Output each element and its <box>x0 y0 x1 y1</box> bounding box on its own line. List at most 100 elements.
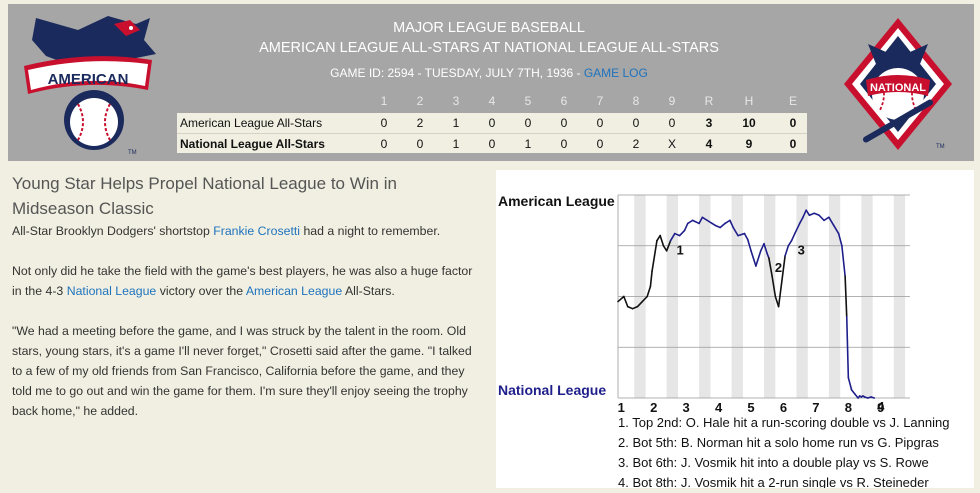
inning-score: 1 <box>452 116 460 130</box>
inning-tick-labels: 1 2 3 4 5 6 7 8 9 <box>618 400 885 415</box>
linescore-header: 1 2 3 4 5 6 7 8 9 R H E <box>177 91 807 111</box>
player-link[interactable]: Frankie Crosetti <box>213 224 301 238</box>
inning-header: 7 <box>596 94 604 108</box>
logo-nl-text: NATIONAL <box>870 82 926 94</box>
probability-segment <box>854 393 859 399</box>
matchup-title: AMERICAN LEAGUE ALL-STARS AT NATIONAL LE… <box>259 40 719 56</box>
probability-segment <box>850 389 856 395</box>
runs-total: 3 <box>705 116 713 130</box>
probability-segment <box>701 216 709 222</box>
inning-score: 0 <box>524 116 532 130</box>
hits-header: H <box>744 94 754 108</box>
probability-segment <box>781 255 786 283</box>
game-info: GAME ID: 2594 - TUESDAY, JULY 7TH, 1936 … <box>208 66 770 80</box>
top-team-label: American League <box>498 193 615 209</box>
logo-al-text: AMERICAN <box>48 71 129 88</box>
probability-segment <box>847 376 853 391</box>
inning-score: 0 <box>596 116 604 130</box>
probability-segment <box>737 232 746 237</box>
inning-header: 5 <box>524 94 532 108</box>
probability-segment <box>794 222 801 235</box>
play-marker-label: 3 <box>798 243 805 258</box>
home-team-name[interactable]: National League All-Stars <box>180 137 325 151</box>
key-play: 1. Top 2nd: O. Hale hit a run-scoring do… <box>618 415 950 430</box>
game-log-link[interactable]: GAME LOG <box>583 66 648 80</box>
probability-segment <box>784 244 790 257</box>
probability-segment <box>626 305 634 310</box>
errors-total: 0 <box>789 137 797 151</box>
probability-segment <box>771 275 777 298</box>
probability-segment <box>719 222 726 229</box>
win-probability-svg: American League National League 1 2 3 4 1 2 3… <box>498 193 910 415</box>
away-team-name[interactable]: American League All-Stars <box>180 116 323 130</box>
inning-tick-label: 5 <box>747 400 754 415</box>
inning-score: 0 <box>632 116 640 130</box>
probability-segment <box>673 232 681 237</box>
probability-segment <box>813 212 820 217</box>
article: Young Star Helps Propel National League … <box>12 171 482 421</box>
probability-segment <box>641 295 648 303</box>
probability-segment <box>768 257 773 277</box>
inning-score: 0 <box>560 116 568 130</box>
play-marker-label: 2 <box>775 260 782 275</box>
inning-header: 2 <box>416 94 424 108</box>
probability-segment <box>691 219 700 225</box>
runs-header: R <box>704 94 714 108</box>
play-annotations: 1 2 3 4 <box>677 243 886 414</box>
american-league-logo[interactable]: AMERICAN TM <box>18 10 158 155</box>
article-quote: "We had a meeting before the game, and I… <box>12 324 472 418</box>
probability-segment <box>678 229 686 237</box>
inning-score: 0 <box>380 116 388 130</box>
probability-segment <box>777 280 783 308</box>
inning-score: 0 <box>488 137 496 151</box>
inning-header: 1 <box>380 94 388 108</box>
american-league-link[interactable]: American League <box>245 284 343 298</box>
probability-segment <box>646 285 652 298</box>
inning-tick-label: 7 <box>812 400 819 415</box>
probability-segment <box>714 224 721 229</box>
probability-segment <box>662 244 668 252</box>
inning-tick-label: 1 <box>618 400 625 415</box>
inning-score: 0 <box>416 137 424 151</box>
inning-tick-label: 6 <box>780 400 787 415</box>
play-marker-label: 1 <box>677 243 684 258</box>
league-title: MAJOR LEAGUE BASEBALL <box>393 20 585 36</box>
inning-score: 0 <box>596 137 604 151</box>
probability-segment <box>636 300 644 308</box>
inning-score: 2 <box>416 116 424 130</box>
inning-score: 1 <box>452 137 460 151</box>
probability-segment <box>669 232 676 242</box>
inning-header: 3 <box>452 94 460 108</box>
inning-header: 6 <box>560 94 568 108</box>
probability-segment <box>790 232 796 242</box>
probability-segment <box>808 212 816 217</box>
probability-segment <box>823 216 830 222</box>
inning-score: 0 <box>380 137 388 151</box>
article-paragraph: Not only did he take the field with the … <box>12 264 473 298</box>
probability-segment <box>787 239 793 247</box>
inning-score: 0 <box>488 116 496 130</box>
probability-segment <box>651 239 658 272</box>
probability-segment <box>845 316 850 379</box>
inning-score: 0 <box>560 137 568 151</box>
runs-total: 4 <box>705 137 713 151</box>
probability-segment <box>841 244 846 277</box>
article-headline: Young Star Helps Propel National League … <box>12 174 397 218</box>
inning-header: 8 <box>632 94 640 108</box>
probability-segment <box>665 239 672 252</box>
linescore-row-home: National League All-Stars 0 0 1 0 1 0 0 … <box>177 133 807 153</box>
national-league-link[interactable]: National League <box>66 284 157 298</box>
probability-segment <box>870 396 876 399</box>
inning-tick-label: 8 <box>845 400 852 415</box>
key-plays-list: 1. Top 2nd: O. Hale hit a run-scoring do… <box>618 413 974 488</box>
probability-segment <box>798 216 804 225</box>
national-league-logo[interactable]: NATIONAL TM <box>840 14 956 156</box>
probability-segment <box>763 242 769 255</box>
win-probability-chart: American League National League 1 2 3 4 1 2 3… <box>496 170 974 488</box>
probability-line <box>617 209 876 399</box>
probability-segment <box>649 270 653 288</box>
hits-total: 10 <box>742 116 756 130</box>
probability-segment <box>659 234 665 247</box>
chart-gridlines <box>617 194 910 399</box>
hits-total: 9 <box>745 137 753 151</box>
